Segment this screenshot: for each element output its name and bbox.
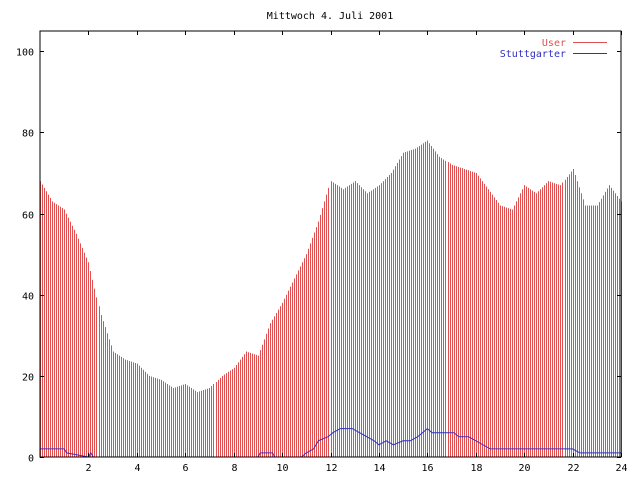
x-tick-label: 18 [470, 463, 482, 474]
stuttgarter-line [40, 427, 621, 458]
x-tick-label: 4 [134, 463, 140, 474]
x-tick-label: 2 [85, 463, 91, 474]
plot-frame [39, 30, 622, 458]
y-tick-label: 60 [22, 211, 34, 222]
legend-label: Stuttgarter [500, 49, 566, 60]
y-tick-label: 40 [22, 292, 34, 303]
y-tick-label: 0 [28, 454, 34, 465]
y-tick-label: 80 [22, 129, 34, 140]
x-tick-label: 6 [182, 463, 188, 474]
x-tick-label: 24 [615, 463, 627, 474]
x-tick-label: 8 [231, 463, 237, 474]
x-tick-label: 12 [325, 463, 337, 474]
legend-label: User [542, 38, 566, 49]
x-tick-label: 22 [567, 463, 579, 474]
x-tick-label: 20 [518, 463, 530, 474]
x-tick-label: 16 [421, 463, 433, 474]
x-tick-label: 14 [373, 463, 385, 474]
y-tick-label: 20 [22, 373, 34, 384]
chart-title: Mittwoch 4. Juli 2001 [267, 11, 393, 22]
y-tick-label: 100 [16, 48, 34, 59]
series-lines [40, 427, 621, 458]
user-bars [40, 140, 622, 457]
x-tick-label: 10 [276, 463, 288, 474]
